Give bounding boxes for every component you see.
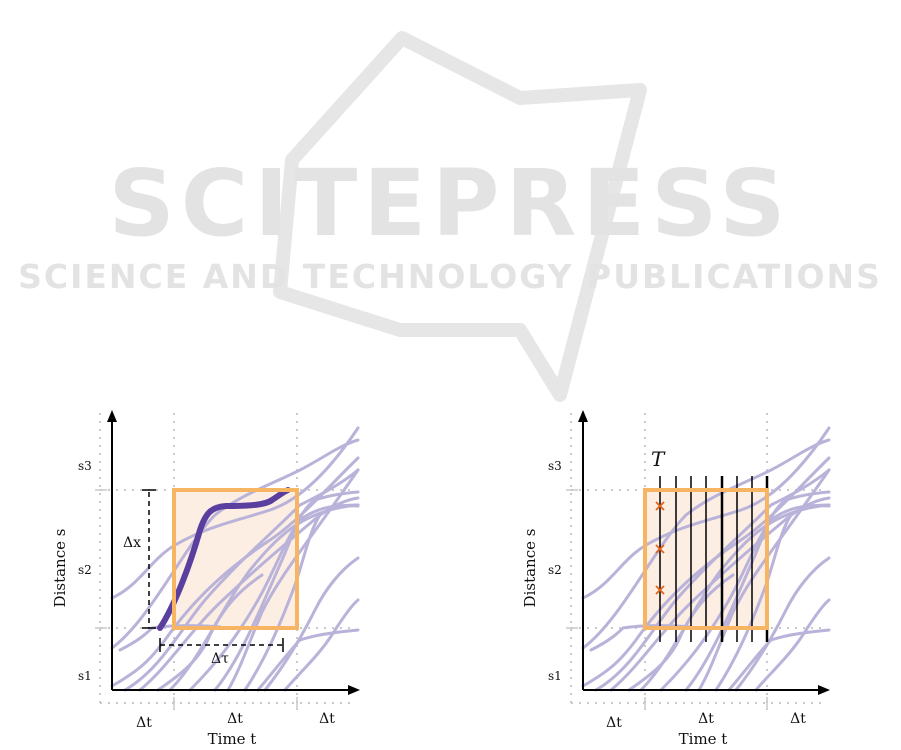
watermark-brand: SCITEPRESS (108, 150, 791, 257)
right-guides (570, 413, 822, 710)
left-x-tick-2: Δt (227, 711, 243, 727)
watermark-book-logo (273, 31, 647, 402)
left-window-box (172, 488, 299, 630)
left-tick-s2: s2 (78, 563, 92, 577)
left-tick-s3: s3 (78, 459, 92, 473)
sample-mark-2 (655, 544, 665, 554)
left-panel: Δx Δτ s3 s2 s1 Distance s Time t Δt Δt Δ… (51, 410, 360, 748)
left-tick-crosses (95, 489, 298, 709)
right-x-tick-2: Δt (698, 711, 714, 727)
right-tick-s2: s2 (548, 563, 562, 577)
left-delta-x-label: Δx (123, 535, 141, 551)
right-x-tick-1: Δt (606, 715, 622, 731)
right-panel: T s3 s2 s1 Distance s Time t Δt Δt Δt (521, 410, 831, 748)
watermark: SCITEPRESS SCIENCE AND TECHNOLOGY PUBLIC… (18, 31, 882, 402)
left-delta-tau-label: Δτ (211, 651, 229, 667)
right-tick-s1: s1 (548, 669, 562, 683)
left-highlighted-trajectory (157, 487, 291, 631)
right-sample-marks (655, 501, 665, 595)
sample-mark-1 (655, 501, 665, 511)
right-tick-s3: s3 (548, 459, 562, 473)
left-tick-s1: s1 (78, 669, 92, 683)
right-window-box (643, 488, 769, 630)
right-x-tick-3: Δt (790, 711, 806, 727)
right-tick-crosses (566, 489, 768, 709)
right-y-axis-label: Distance s (521, 529, 539, 608)
watermark-tagline: SCIENCE AND TECHNOLOGY PUBLICATIONS (18, 257, 882, 296)
left-x-tick-1: Δt (136, 715, 152, 731)
left-axes (107, 410, 360, 695)
left-trajectories (110, 426, 360, 692)
sample-mark-3 (655, 585, 665, 595)
right-axes (578, 410, 830, 695)
left-y-axis-label: Distance s (51, 529, 69, 608)
right-period-label: T (651, 447, 666, 471)
right-x-axis-label: Time t (679, 730, 728, 748)
left-delta-tau-bracket (159, 638, 284, 652)
left-x-tick-3: Δt (319, 711, 335, 727)
left-guides (99, 413, 350, 710)
left-x-axis-label: Time t (208, 730, 257, 748)
left-delta-x-bracket (142, 489, 156, 629)
